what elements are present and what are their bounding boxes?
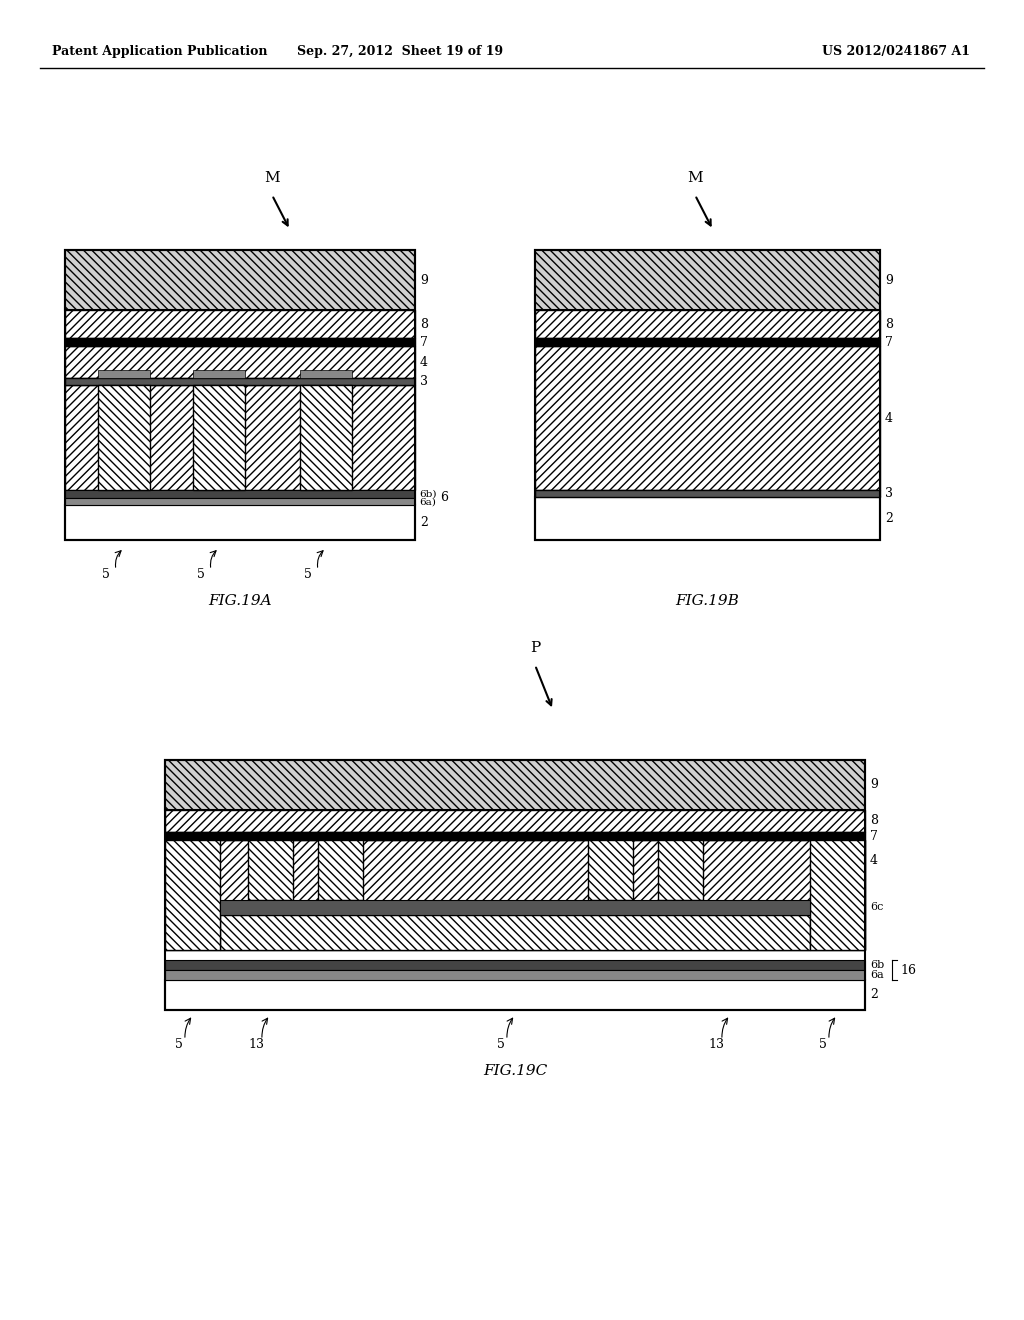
Bar bbox=[535, 310, 880, 338]
Bar bbox=[535, 346, 880, 490]
Bar bbox=[165, 810, 865, 832]
Text: 4: 4 bbox=[885, 412, 893, 425]
Bar bbox=[65, 385, 415, 490]
Bar bbox=[535, 249, 880, 310]
Bar bbox=[65, 346, 415, 378]
Bar bbox=[165, 979, 865, 1010]
Bar bbox=[193, 385, 245, 490]
Bar bbox=[165, 970, 865, 979]
Text: 13: 13 bbox=[708, 1038, 724, 1051]
Text: P: P bbox=[529, 642, 540, 655]
Text: 9: 9 bbox=[870, 779, 878, 792]
Bar bbox=[165, 840, 865, 950]
Text: 16: 16 bbox=[900, 964, 916, 977]
Bar bbox=[535, 338, 880, 346]
Bar bbox=[65, 249, 415, 540]
Text: 3: 3 bbox=[885, 487, 893, 500]
Text: 13: 13 bbox=[248, 1038, 264, 1051]
Text: 6b: 6b bbox=[870, 960, 885, 970]
Text: 4: 4 bbox=[870, 854, 878, 866]
Bar bbox=[220, 900, 810, 915]
Bar bbox=[535, 249, 880, 540]
Text: 7: 7 bbox=[870, 829, 878, 842]
Bar bbox=[65, 498, 415, 506]
Text: 4: 4 bbox=[420, 355, 428, 368]
Text: 6b): 6b) bbox=[419, 490, 436, 499]
Bar bbox=[65, 249, 415, 310]
Text: FIG.19C: FIG.19C bbox=[483, 1064, 547, 1078]
Text: 6a: 6a bbox=[870, 970, 884, 979]
Bar bbox=[318, 840, 362, 900]
Bar bbox=[165, 832, 865, 840]
Bar bbox=[98, 370, 150, 378]
Text: US 2012/0241867 A1: US 2012/0241867 A1 bbox=[822, 45, 970, 58]
Bar bbox=[98, 385, 150, 490]
Text: 8: 8 bbox=[420, 318, 428, 330]
Text: M: M bbox=[687, 172, 702, 185]
Text: 8: 8 bbox=[870, 814, 878, 828]
Text: 2: 2 bbox=[870, 989, 878, 1002]
Bar bbox=[300, 385, 352, 490]
Text: 3: 3 bbox=[420, 375, 428, 388]
Bar bbox=[588, 840, 633, 900]
Text: Patent Application Publication: Patent Application Publication bbox=[52, 45, 267, 58]
Bar bbox=[165, 960, 865, 970]
Bar bbox=[65, 378, 415, 385]
Bar bbox=[165, 760, 865, 810]
Bar bbox=[220, 915, 810, 950]
Text: 8: 8 bbox=[885, 318, 893, 330]
Bar bbox=[193, 370, 245, 378]
Text: 7: 7 bbox=[420, 335, 428, 348]
Text: M: M bbox=[264, 172, 280, 185]
Text: 6a): 6a) bbox=[419, 498, 436, 507]
Bar bbox=[810, 840, 865, 950]
Text: 2: 2 bbox=[420, 516, 428, 529]
Text: 9: 9 bbox=[420, 273, 428, 286]
Text: 2: 2 bbox=[885, 512, 893, 525]
Bar bbox=[165, 760, 865, 1010]
Bar bbox=[65, 490, 415, 498]
Bar bbox=[65, 338, 415, 346]
Text: 6c: 6c bbox=[870, 903, 884, 912]
Bar bbox=[248, 840, 293, 900]
Text: FIG.19B: FIG.19B bbox=[676, 594, 739, 609]
Text: 7: 7 bbox=[885, 335, 893, 348]
Text: 9: 9 bbox=[885, 273, 893, 286]
Bar bbox=[65, 506, 415, 540]
Bar bbox=[535, 498, 880, 540]
Text: FIG.19A: FIG.19A bbox=[208, 594, 271, 609]
Bar bbox=[300, 370, 352, 378]
Text: 6: 6 bbox=[440, 491, 449, 504]
Bar bbox=[65, 310, 415, 338]
Text: 5: 5 bbox=[102, 568, 110, 581]
Text: 5: 5 bbox=[497, 1038, 505, 1051]
Text: 5: 5 bbox=[197, 568, 205, 581]
Text: 5: 5 bbox=[175, 1038, 183, 1051]
Bar bbox=[658, 840, 703, 900]
Text: Sep. 27, 2012  Sheet 19 of 19: Sep. 27, 2012 Sheet 19 of 19 bbox=[297, 45, 503, 58]
Text: 5: 5 bbox=[819, 1038, 827, 1051]
Bar bbox=[535, 490, 880, 498]
Text: 5: 5 bbox=[304, 568, 312, 581]
Bar bbox=[165, 840, 220, 950]
